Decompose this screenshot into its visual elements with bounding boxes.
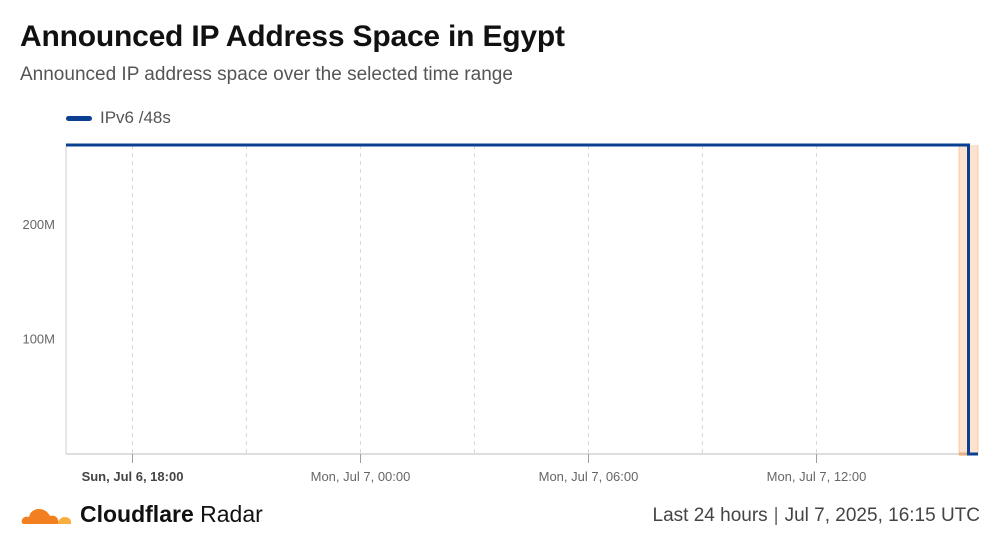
timestamp: Jul 7, 2025, 16:15 UTC	[784, 505, 980, 526]
y-tick-label: 200M	[22, 217, 55, 232]
time-range-label: Last 24 hours	[652, 505, 768, 526]
chart-subtitle: Announced IP address space over the sele…	[20, 64, 513, 85]
x-tick-label: Mon, Jul 7, 12:00	[767, 469, 867, 484]
x-tick-label: Mon, Jul 7, 06:00	[539, 469, 639, 484]
brand-radar: Radar	[200, 500, 263, 527]
y-tick-label: 100M	[22, 332, 55, 347]
cloudflare-cloud-icon	[21, 509, 71, 524]
line-chart: Sun, Jul 6, 18:00 Mon, Jul 7, 00:00 Mon, J…	[22, 143, 979, 484]
x-tick-label: Sun, Jul 6, 18:00	[82, 469, 184, 484]
chart-series	[66, 143, 978, 456]
cloudflare-radar-logo[interactable]: Cloudflare Radar	[20, 500, 263, 528]
time-range-info: Last 24 hours | Jul 7, 2025, 16:15 UTC	[653, 505, 980, 527]
chart-axes: Sun, Jul 6, 18:00 Mon, Jul 7, 00:00 Mon, J…	[22, 145, 978, 484]
chart-grid	[132, 145, 817, 454]
brand-name: Cloudflare Radar	[80, 501, 263, 528]
legend-swatch-ipv6	[66, 115, 92, 121]
chart-title: Announced IP Address Space in Egypt	[20, 20, 565, 53]
brand-cloudflare: Cloudflare	[80, 500, 194, 527]
x-tick-label: Mon, Jul 7, 00:00	[311, 469, 411, 484]
separator: |	[773, 505, 779, 526]
legend-label-ipv6: IPv6 /48s	[100, 108, 171, 127]
chart-legend: IPv6 /48s	[66, 108, 171, 128]
series-line-ipv6	[66, 143, 978, 456]
